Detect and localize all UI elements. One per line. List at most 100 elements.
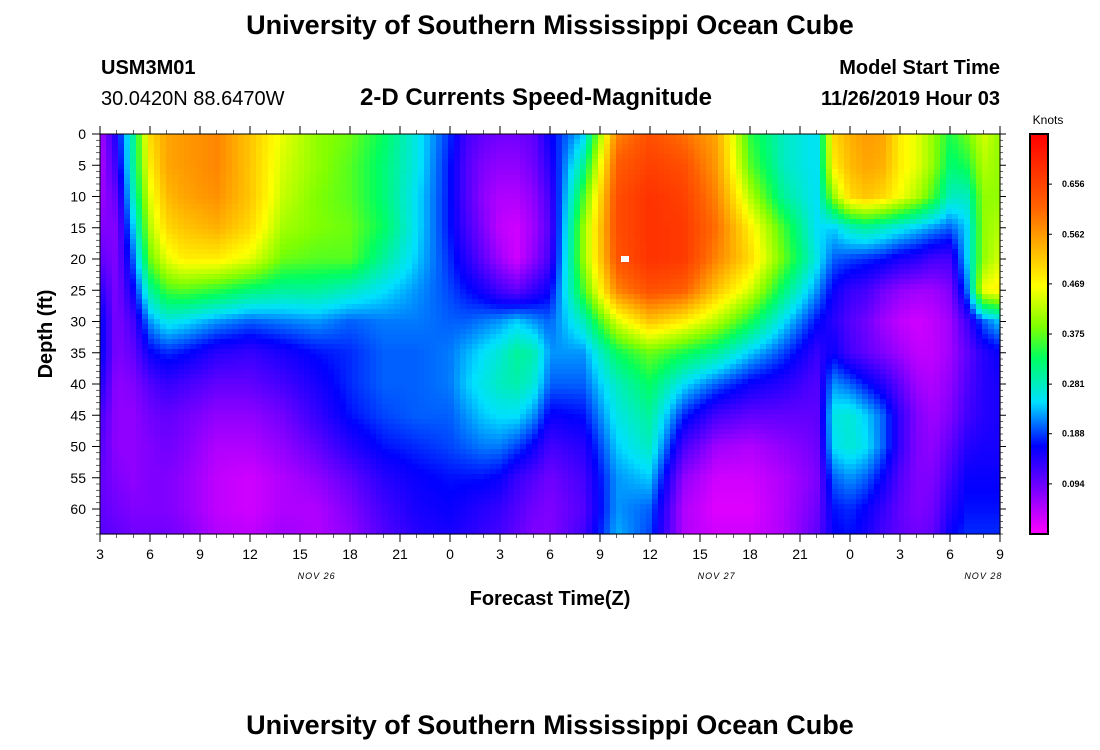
heatmap-cell	[394, 144, 401, 150]
heatmap-cell	[394, 504, 401, 510]
heatmap-cell	[250, 409, 257, 415]
heatmap-cell	[412, 489, 419, 495]
heatmap-cell	[202, 404, 209, 410]
heatmap-cell	[430, 409, 437, 415]
heatmap-cell	[274, 419, 281, 425]
heatmap-cell	[430, 354, 437, 360]
heatmap-cell	[148, 519, 155, 525]
heatmap-cell	[250, 319, 257, 325]
heatmap-cell	[424, 169, 431, 175]
heatmap-cell	[334, 329, 341, 335]
heatmap-cell	[202, 489, 209, 495]
heatmap-cell	[430, 374, 437, 380]
heatmap-cell	[352, 414, 359, 420]
heatmap-cell	[358, 459, 365, 465]
heatmap-cell	[346, 144, 353, 150]
heatmap-cell	[328, 484, 335, 490]
heatmap-cell	[454, 314, 461, 320]
heatmap-cell	[286, 434, 293, 440]
heatmap-cell	[376, 189, 383, 195]
heatmap-cell	[340, 344, 347, 350]
heatmap-cell	[196, 324, 203, 330]
heatmap-cell	[178, 149, 185, 155]
heatmap-cell	[238, 249, 245, 255]
heatmap-cell	[100, 324, 107, 330]
heatmap-cell	[220, 414, 227, 420]
heatmap-cell	[124, 314, 131, 320]
heatmap-cell	[298, 234, 305, 240]
heatmap-cell	[394, 499, 401, 505]
heatmap-cell	[148, 294, 155, 300]
heatmap-cell	[346, 354, 353, 360]
heatmap-cell	[352, 454, 359, 460]
heatmap-cell	[448, 229, 455, 235]
heatmap-cell	[118, 469, 125, 475]
heatmap-cell	[166, 529, 173, 535]
heatmap-cell	[244, 199, 251, 205]
heatmap-cell	[100, 169, 107, 175]
heatmap-cell	[166, 469, 173, 475]
heatmap-cell	[382, 159, 389, 165]
heatmap-cell	[274, 524, 281, 530]
heatmap-cell	[322, 209, 329, 215]
heatmap-cell	[208, 384, 215, 390]
heatmap-cell	[160, 224, 167, 230]
heatmap-cell	[358, 399, 365, 405]
heatmap-cell	[136, 404, 143, 410]
heatmap-cell	[412, 339, 419, 345]
heatmap-cell	[220, 339, 227, 345]
heatmap-cell	[106, 274, 113, 280]
heatmap-cell	[190, 189, 197, 195]
heatmap-cell	[328, 159, 335, 165]
heatmap-cell	[328, 394, 335, 400]
heatmap-cell	[418, 244, 425, 250]
heatmap-cell	[430, 254, 437, 260]
heatmap-cell	[346, 449, 353, 455]
heatmap-cell	[358, 509, 365, 515]
heatmap-cell	[226, 304, 233, 310]
heatmap-cell	[154, 219, 161, 225]
heatmap-cell	[346, 214, 353, 220]
heatmap-cell	[190, 224, 197, 230]
heatmap-cell	[316, 199, 323, 205]
heatmap-cell	[178, 454, 185, 460]
heatmap-cell	[130, 234, 137, 240]
heatmap-cell	[178, 444, 185, 450]
heatmap-cell	[412, 399, 419, 405]
heatmap-cell	[250, 464, 257, 470]
heatmap-cell	[208, 354, 215, 360]
heatmap-cell	[322, 139, 329, 145]
heatmap-cell	[406, 199, 413, 205]
heatmap-cell	[352, 299, 359, 305]
heatmap-cell	[370, 434, 377, 440]
heatmap-cell	[400, 279, 407, 285]
heatmap-cell	[244, 304, 251, 310]
heatmap-cell	[172, 259, 179, 265]
heatmap-cell	[364, 154, 371, 160]
heatmap-cell	[274, 344, 281, 350]
heatmap-cell	[214, 254, 221, 260]
heatmap-cell	[148, 454, 155, 460]
heatmap-cell	[214, 139, 221, 145]
heatmap-cell	[328, 404, 335, 410]
heatmap-cell	[118, 494, 125, 500]
heatmap-cell	[232, 334, 239, 340]
heatmap-cell	[424, 414, 431, 420]
heatmap-cell	[148, 284, 155, 290]
heatmap-cell	[274, 164, 281, 170]
heatmap-cell	[100, 354, 107, 360]
heatmap-cell	[430, 199, 437, 205]
heatmap-cell	[448, 314, 455, 320]
heatmap-cell	[298, 184, 305, 190]
heatmap-cell	[340, 424, 347, 430]
heatmap-cell	[346, 509, 353, 515]
heatmap-cell	[118, 224, 125, 230]
heatmap-cell	[358, 169, 365, 175]
heatmap-cell	[172, 514, 179, 520]
heatmap-cell	[280, 499, 287, 505]
heatmap-cell	[268, 274, 275, 280]
heatmap-cell	[280, 159, 287, 165]
heatmap-cell	[394, 134, 401, 140]
heatmap-cell	[412, 224, 419, 230]
heatmap-cell	[220, 319, 227, 325]
